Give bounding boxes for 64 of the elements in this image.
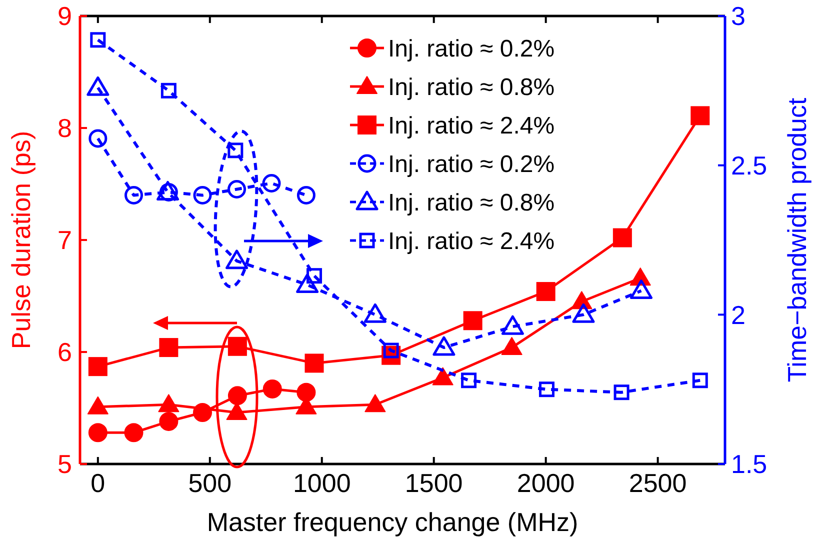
point (228, 142, 244, 158)
y2-tick-label: 2 (731, 300, 746, 330)
point (432, 367, 454, 386)
point (612, 228, 632, 248)
x-tick-label: 2000 (516, 468, 575, 498)
y-tick-label: 9 (58, 1, 72, 32)
point (501, 315, 524, 335)
y2-axis-title: Time−bandwidth product (782, 96, 812, 382)
point (226, 250, 248, 270)
y2-tick-label: 1.5 (731, 449, 768, 480)
y-tick-label: 7 (58, 225, 72, 256)
x-tick-label: 2500 (628, 468, 687, 498)
point (159, 338, 178, 358)
point (87, 396, 108, 414)
y-tick-label: 8 (58, 113, 72, 144)
y-tick-label: 5 (58, 449, 72, 480)
x-tick-label: 1000 (292, 468, 351, 498)
point (364, 394, 386, 412)
point (262, 174, 281, 193)
point (193, 186, 212, 204)
point (86, 76, 110, 96)
x-tick-label: 1500 (404, 468, 463, 498)
y-tick-label: 6 (58, 337, 72, 368)
point (432, 336, 456, 356)
point (463, 311, 482, 330)
point (296, 274, 319, 294)
point (88, 129, 108, 148)
point (228, 386, 247, 406)
x-tick-label: 500 (188, 468, 232, 498)
point (124, 186, 143, 204)
point (228, 180, 246, 198)
y-axis-title: Pulse duration (ps) (6, 130, 36, 350)
point (124, 423, 144, 442)
y2-tick-label: 2.5 (731, 150, 768, 180)
point (630, 280, 652, 300)
point (158, 394, 180, 412)
point (88, 423, 108, 442)
point (538, 382, 554, 398)
point (160, 82, 176, 98)
legend-label: Inj. ratio ≈ 0.2% (388, 150, 555, 178)
point (461, 372, 477, 388)
point (262, 379, 282, 398)
x-axis-title: Master frequency change (MHz) (206, 507, 578, 537)
point (614, 384, 630, 400)
point (572, 303, 595, 323)
point (364, 303, 386, 323)
legend-label: Inj. ratio ≈ 2.4% (388, 112, 555, 140)
point (304, 354, 324, 373)
point (90, 32, 106, 48)
point (228, 336, 247, 356)
point (536, 282, 556, 302)
legend-label: Inj. ratio ≈ 2.4% (388, 228, 555, 255)
y2-tick-label: 3 (731, 1, 746, 32)
point (692, 372, 708, 388)
point (296, 382, 316, 402)
point (690, 106, 710, 126)
point (88, 357, 108, 376)
point (296, 186, 316, 204)
x-tick-label: 0 (90, 468, 106, 498)
point (501, 337, 522, 356)
legend-label: Inj. ratio ≈ 0.8% (388, 74, 555, 101)
legend-label: Inj. ratio ≈ 0.8% (388, 189, 555, 216)
point (159, 412, 178, 431)
legend-label: Inj. ratio ≈ 0.2% (388, 35, 555, 62)
